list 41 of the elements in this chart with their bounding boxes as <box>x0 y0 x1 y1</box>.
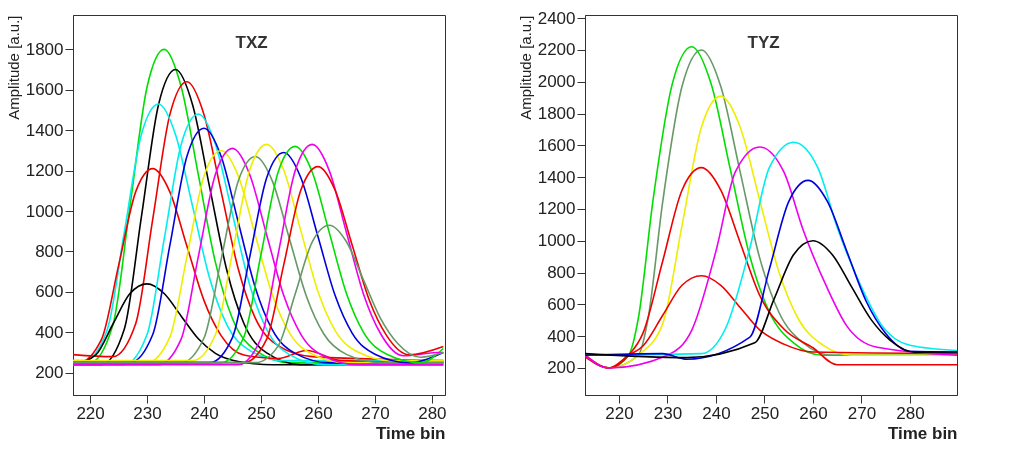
x-tick-label: 250 <box>247 403 276 423</box>
x-tick-label: 280 <box>896 403 925 423</box>
x-tick-label: 260 <box>799 403 828 423</box>
y-tick-label: 1600 <box>537 135 576 155</box>
x-tick-label: 240 <box>702 403 731 423</box>
y-tick-label: 2000 <box>537 72 576 92</box>
y-tick-label: 1200 <box>25 161 64 181</box>
x-tick-label: 250 <box>750 403 780 423</box>
x-tick-label: 240 <box>190 403 219 423</box>
y-tick-label: 800 <box>35 241 64 261</box>
y-tick-label: 2200 <box>537 40 576 60</box>
x-tick-label: 270 <box>847 403 877 423</box>
y-tick-label: 1400 <box>25 120 64 140</box>
y-tick-label: 1600 <box>25 80 64 100</box>
y-tick-label: 1000 <box>537 231 576 251</box>
x-tick-label: 260 <box>304 403 333 423</box>
y-tick-label: 2400 <box>537 8 576 28</box>
y-tick-label: 200 <box>35 363 64 383</box>
x-tick-label: 230 <box>133 403 162 423</box>
y-tick-label: 1000 <box>25 201 64 221</box>
y-tick-label: 1800 <box>25 39 64 59</box>
y-tick-label: 400 <box>547 326 576 346</box>
x-tick-label: 220 <box>76 403 105 423</box>
x-axis-title: Time bin <box>887 423 958 443</box>
x-tick-label: 230 <box>653 403 683 423</box>
y-tick-label: 400 <box>35 322 64 342</box>
y-tick-label: 1200 <box>537 199 576 219</box>
text: TYZ <box>747 33 780 52</box>
y-tick-label: 200 <box>547 358 576 378</box>
y-tick-label: 800 <box>547 263 576 283</box>
y-axis-title: Amplitude [a.u.] <box>4 15 22 120</box>
x-tick-label: 280 <box>418 403 447 423</box>
y-axis-title: Amplitude [a.u.] <box>516 15 534 120</box>
x-axis-title: Time bin <box>375 423 446 443</box>
y-tick-label: 600 <box>547 294 576 314</box>
y-tick-label: 1400 <box>537 167 576 187</box>
x-tick-label: 270 <box>361 403 390 423</box>
x-tick-label: 220 <box>605 403 634 423</box>
y-tick-label: 600 <box>35 282 64 302</box>
text: TXZ <box>235 33 268 52</box>
y-tick-label: 1800 <box>537 104 576 124</box>
